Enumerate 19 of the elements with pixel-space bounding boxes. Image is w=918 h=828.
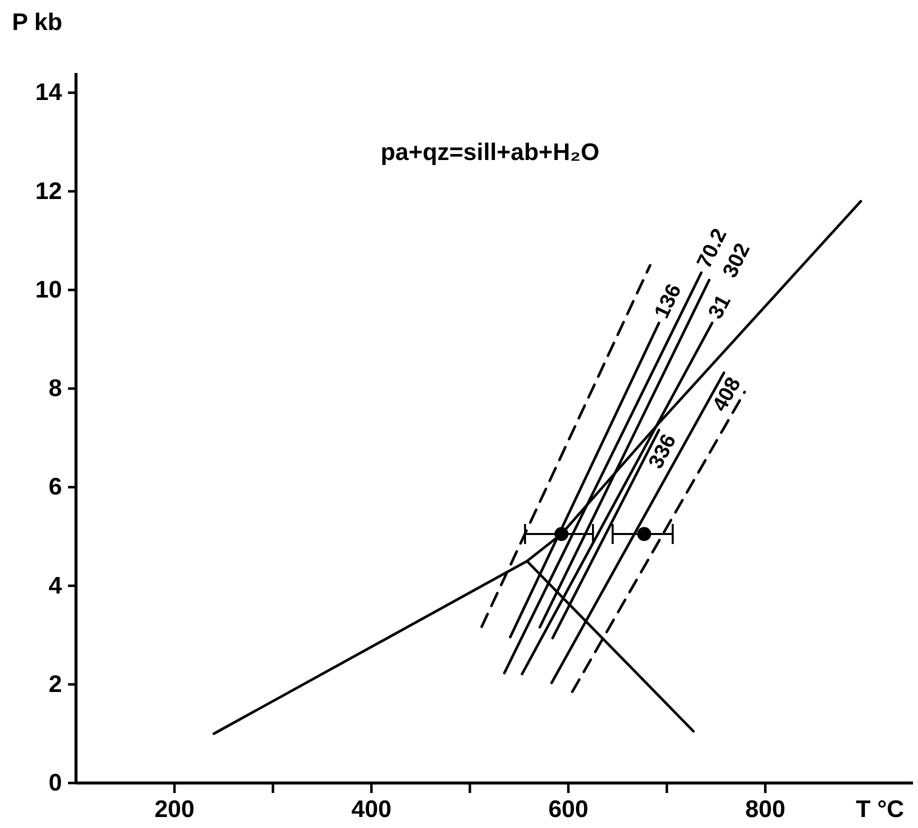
x-axis-title: T °C [856,796,904,823]
text: 336 [644,430,681,472]
y-tick-label: 10 [35,276,62,304]
y-tick-label: 6 [48,474,62,501]
text: 408 [708,373,746,416]
x-tick-label: 800 [745,796,786,823]
y-tick-label: 4 [48,572,63,600]
y-tick-label: 14 [35,79,63,106]
y-axis-title: P kb [12,9,62,36]
y-tick-label: 2 [48,670,62,698]
y-tick-label: 0 [48,770,62,796]
x-tick-label: 600 [548,796,588,823]
text: 136 [650,280,686,322]
text: pa+qz=sill+ab+H₂O [380,139,600,166]
y-tick-label: 12 [35,178,62,205]
x-tick-label: 400 [351,796,392,823]
text: 31 [704,290,736,323]
y-tick-label: 8 [48,375,62,402]
x-tick-label: 200 [154,796,194,823]
